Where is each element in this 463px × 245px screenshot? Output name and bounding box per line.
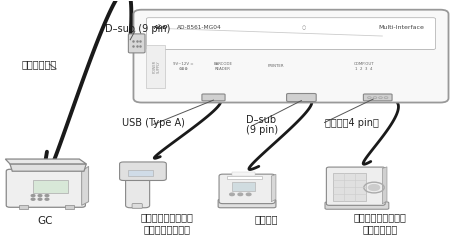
Bar	[128, 170, 153, 176]
FancyBboxPatch shape	[218, 199, 275, 208]
Text: POWER
SUPPLY: POWER SUPPLY	[152, 60, 161, 73]
Bar	[146, 45, 164, 88]
FancyBboxPatch shape	[132, 204, 142, 208]
Circle shape	[238, 193, 242, 196]
Text: D–sub: D–sub	[245, 115, 275, 125]
Text: D–sub (9 pin): D–sub (9 pin)	[105, 24, 170, 34]
Text: プリンタ: プリンタ	[254, 214, 278, 224]
Polygon shape	[81, 166, 88, 205]
Text: またはブザー: またはブザー	[362, 224, 397, 234]
FancyBboxPatch shape	[325, 167, 384, 205]
FancyBboxPatch shape	[286, 94, 315, 101]
Text: ○: ○	[301, 25, 305, 30]
Circle shape	[38, 198, 42, 200]
Bar	[65, 205, 74, 209]
Bar	[232, 182, 255, 191]
Text: またはキーボード: またはキーボード	[144, 224, 190, 234]
FancyBboxPatch shape	[363, 94, 391, 101]
Bar	[332, 173, 365, 201]
Text: AD-8561-MG04: AD-8561-MG04	[176, 25, 221, 30]
Circle shape	[31, 195, 35, 196]
FancyBboxPatch shape	[201, 94, 225, 101]
Polygon shape	[5, 159, 86, 164]
FancyBboxPatch shape	[219, 174, 275, 204]
FancyBboxPatch shape	[324, 202, 388, 209]
Text: (9 pin): (9 pin)	[245, 125, 277, 135]
Text: 付属ケーブル: 付属ケーブル	[21, 59, 56, 69]
Text: 9V~12V =: 9V~12V =	[173, 62, 193, 66]
Circle shape	[246, 193, 250, 196]
Text: COMP.OUT: COMP.OUT	[353, 62, 373, 66]
Circle shape	[368, 185, 379, 190]
FancyBboxPatch shape	[128, 34, 145, 53]
Circle shape	[45, 195, 49, 196]
Text: Multi-Interface: Multi-Interface	[377, 25, 423, 30]
Text: コンパレータライト: コンパレータライト	[353, 212, 406, 222]
Polygon shape	[382, 167, 386, 204]
Text: USB (Type A): USB (Type A)	[122, 118, 184, 127]
Text: GC: GC	[37, 216, 52, 226]
FancyBboxPatch shape	[6, 169, 85, 207]
Text: ⊖⊕⊕: ⊖⊕⊕	[178, 67, 188, 71]
Circle shape	[38, 195, 42, 196]
FancyBboxPatch shape	[125, 171, 150, 208]
Circle shape	[31, 198, 35, 200]
Text: 端子台（4 pin）: 端子台（4 pin）	[324, 118, 378, 127]
Text: BARCODE: BARCODE	[213, 62, 232, 66]
Text: PRINTER: PRINTER	[267, 64, 283, 68]
Text: A&D: A&D	[153, 25, 168, 30]
Bar	[227, 176, 262, 179]
Text: バーコードリーダー: バーコードリーダー	[140, 212, 193, 222]
FancyBboxPatch shape	[119, 162, 166, 181]
Circle shape	[229, 193, 234, 196]
Circle shape	[45, 198, 49, 200]
Text: READER: READER	[214, 67, 230, 71]
Bar	[19, 205, 27, 209]
Bar	[232, 172, 255, 176]
Bar	[33, 180, 68, 193]
FancyBboxPatch shape	[146, 18, 435, 49]
Polygon shape	[271, 174, 275, 202]
Text: 1  2  3  4: 1 2 3 4	[354, 67, 372, 71]
FancyBboxPatch shape	[133, 10, 448, 102]
Polygon shape	[10, 164, 86, 171]
